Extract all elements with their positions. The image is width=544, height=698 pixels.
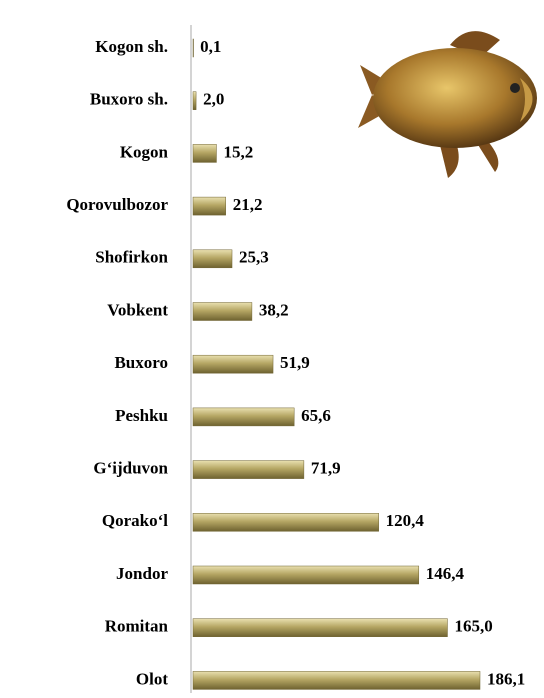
value-label: 186,1 (487, 669, 525, 688)
bar (192, 91, 197, 110)
value-label: 25,3 (239, 248, 269, 267)
bar (192, 565, 420, 585)
bar (192, 354, 274, 374)
category-label: Buxoro (114, 353, 168, 372)
bar (192, 302, 253, 321)
value-label: 120,4 (386, 511, 425, 530)
category-label: G‘ijduvon (93, 459, 168, 478)
category-label: Vobkent (107, 300, 168, 319)
category-label: Qorako‘l (102, 511, 168, 530)
category-label: Olot (136, 669, 168, 688)
category-label: Jondor (116, 564, 168, 583)
bar (192, 460, 305, 479)
value-label: 51,9 (280, 353, 310, 372)
category-label: Kogon sh. (95, 37, 168, 56)
value-label: 165,0 (454, 617, 492, 636)
value-label: 0,1 (200, 37, 221, 56)
value-label: 21,2 (233, 195, 263, 214)
bar (192, 513, 379, 532)
bar (192, 144, 217, 163)
category-label: Peshku (115, 406, 168, 425)
bar (192, 671, 481, 690)
value-label: 2,0 (203, 90, 224, 109)
value-label: 15,2 (223, 142, 253, 161)
category-label: Qorovulbozor (66, 195, 168, 214)
bar (192, 618, 448, 637)
value-label: 146,4 (426, 564, 465, 583)
category-label: Romitan (105, 617, 169, 636)
value-label: 38,2 (259, 300, 289, 319)
value-label: 71,9 (311, 459, 341, 478)
bar (192, 249, 233, 269)
category-label: Shofirkon (95, 248, 168, 267)
category-label: Buxoro sh. (90, 90, 168, 109)
fish-illustration (358, 31, 537, 178)
value-label: 65,6 (301, 406, 331, 425)
bar (192, 196, 226, 216)
category-label: Kogon (120, 142, 169, 161)
bar (192, 407, 295, 427)
bar (192, 38, 194, 58)
